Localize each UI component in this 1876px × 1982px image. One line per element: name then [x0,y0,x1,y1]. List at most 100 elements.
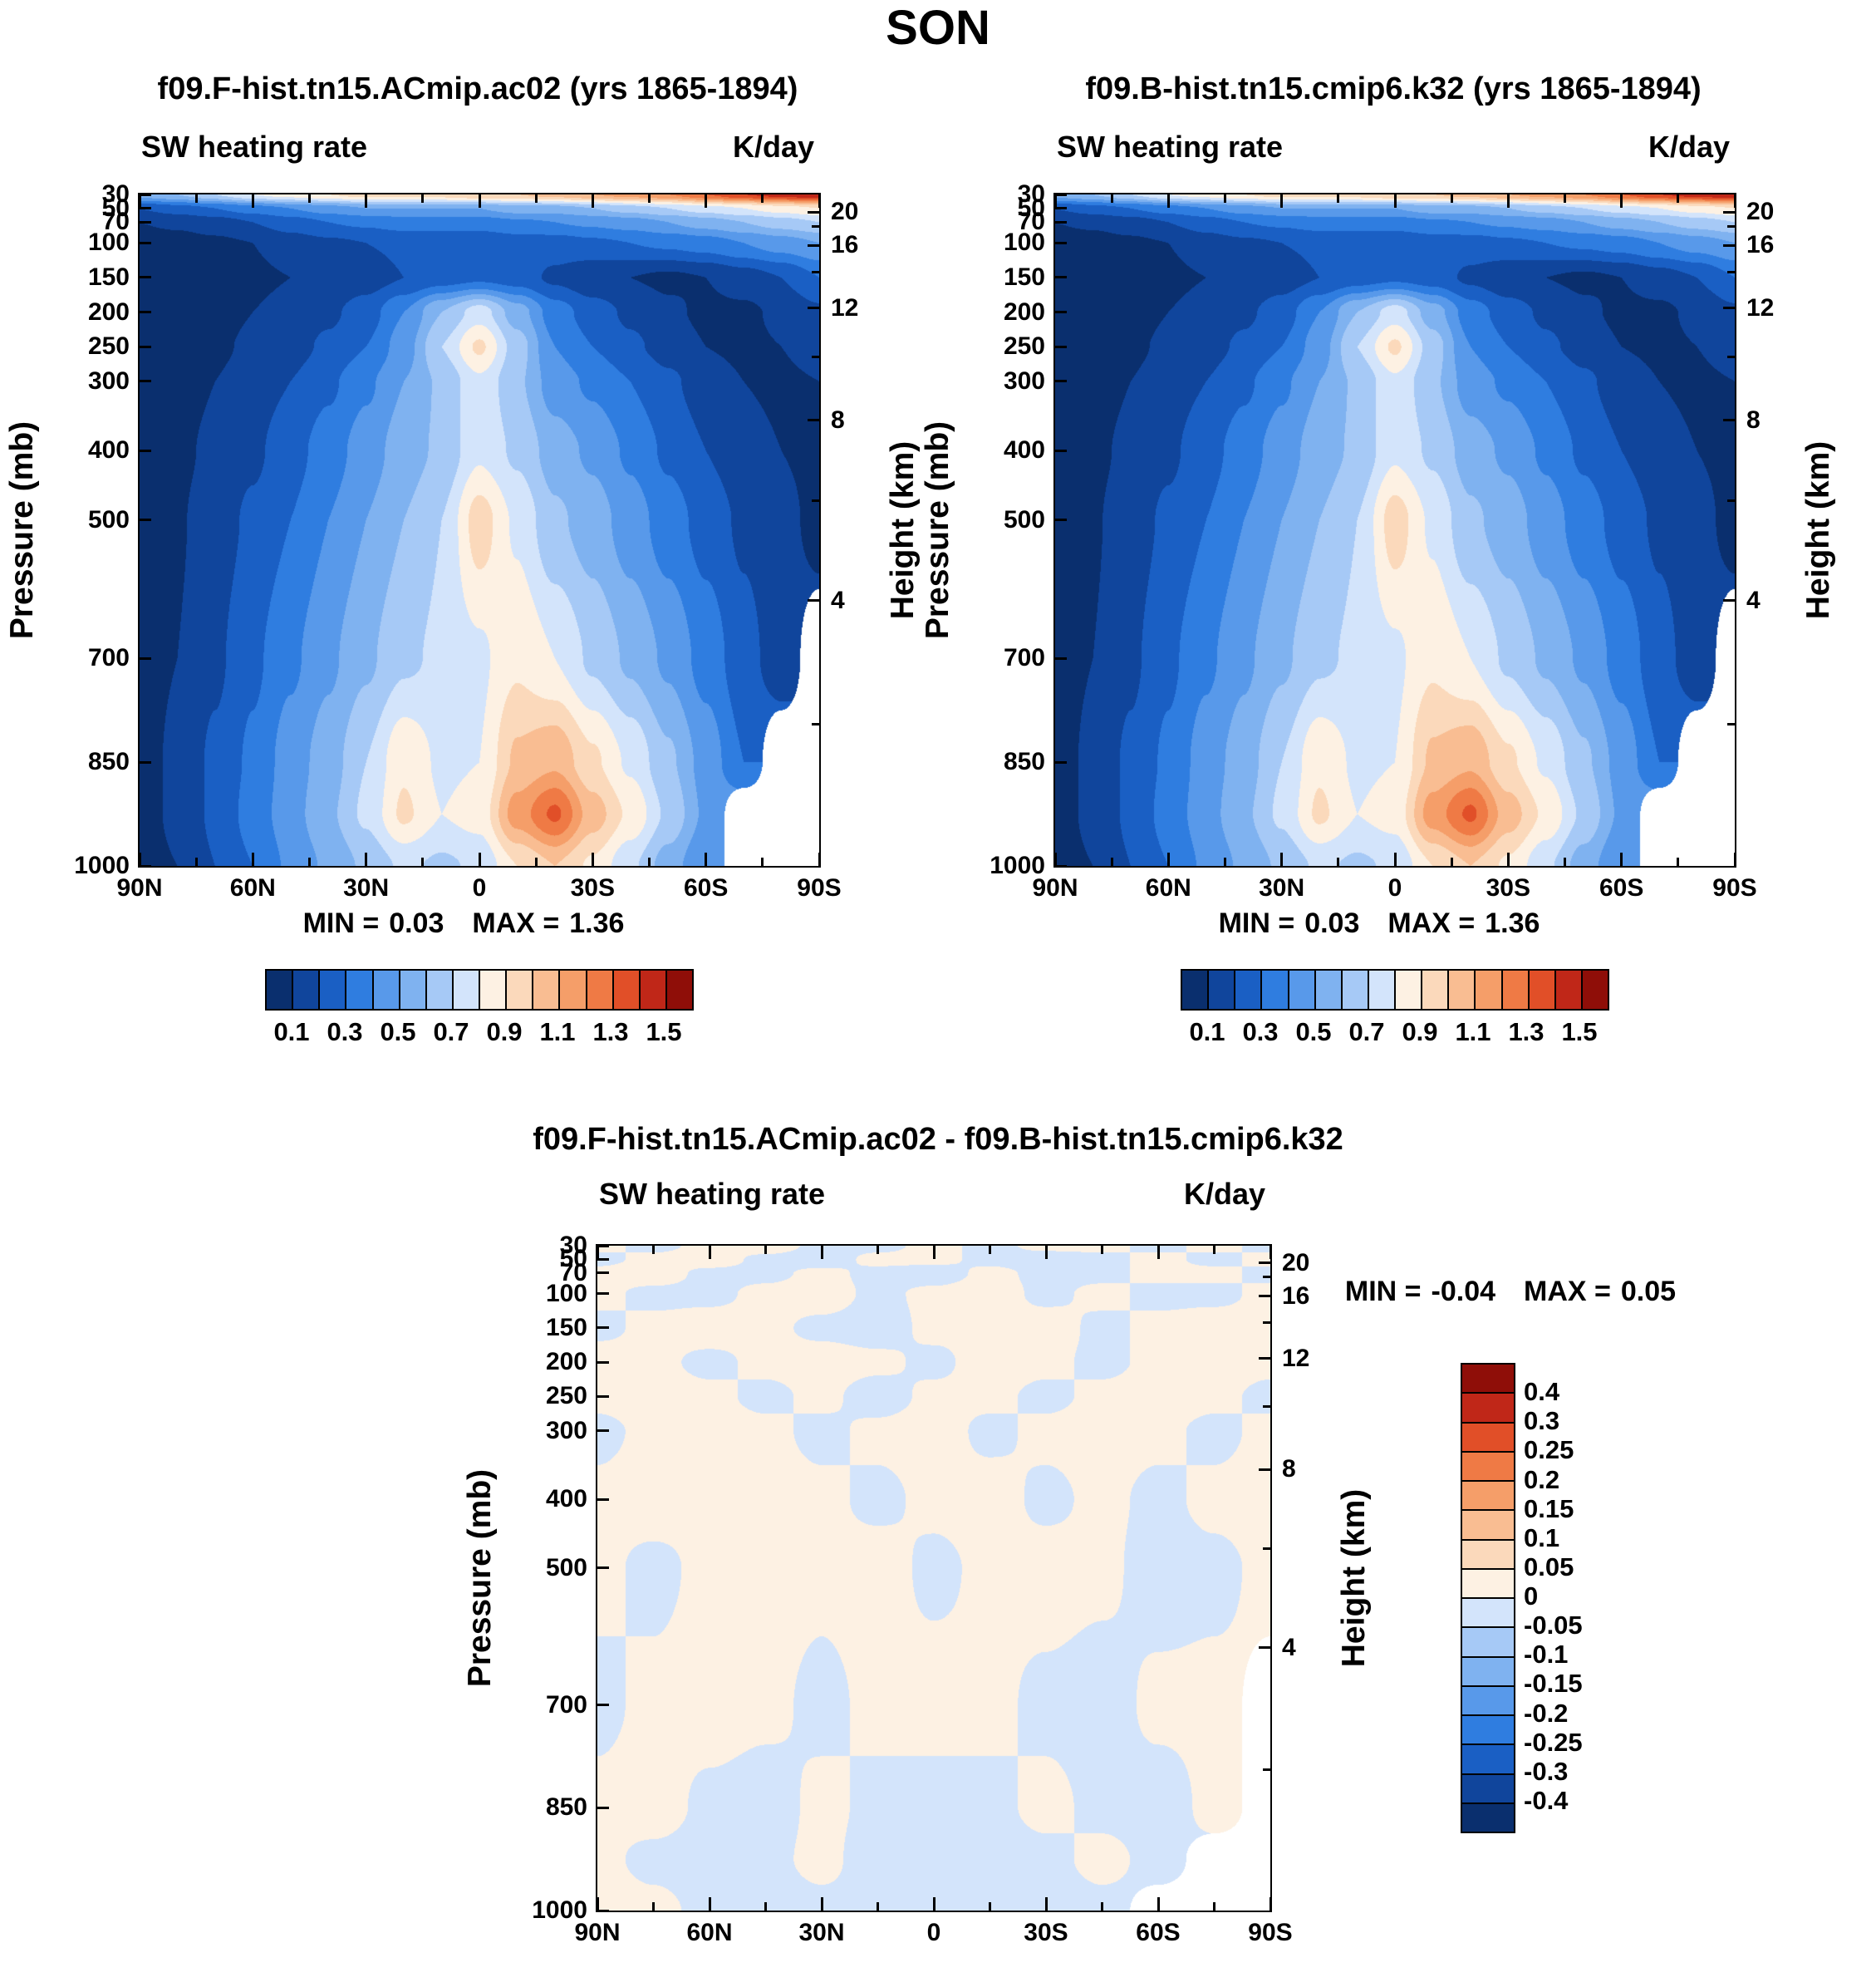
lat-major-tick-bottom [705,853,708,866]
lat-major-tick-bottom [1053,853,1057,866]
lat-tick-label: 90S [1248,1919,1293,1946]
colorbar-tick-label: 0.05 [1524,1552,1574,1581]
pressure-axis-label-right: Pressure (mb) [920,420,955,640]
colorbar-cell [1462,1540,1514,1570]
height-minor-tick [1263,1547,1270,1551]
height-minor-tick [812,270,819,273]
colorbar-tick-label: -0.1 [1524,1640,1569,1670]
units-label-left: K/day [732,130,814,164]
colorbar-cell [560,971,587,1009]
max-value-right: 1.36 [1485,907,1540,939]
height-tick-label: 4 [831,586,845,614]
lat-tick-label: 0 [926,1919,941,1946]
height-minor-tick [1263,1768,1270,1772]
lat-major-tick-top [591,194,594,208]
colorbar-cell [1502,971,1530,1009]
pressure-tick [140,276,151,279]
lat-minor-tick-bottom [877,1902,879,1911]
colorbar-cell [1462,1716,1514,1746]
colorbar-tick-label: 1.5 [646,1017,682,1046]
colorbar-cell [1462,1628,1514,1658]
lat-tick-label: 60N [229,874,276,902]
colorbar-tick-label: 0.5 [380,1017,416,1046]
lat-tick-label: 60S [1136,1919,1181,1946]
height-minor-tick [1727,224,1735,228]
colorbar-tick-label: 0.9 [486,1017,523,1046]
height-tick [1259,1468,1270,1471]
height-tick-label: 4 [1746,586,1761,614]
pressure-tick [1055,276,1067,279]
colorbar-tick-label: 1.5 [1561,1017,1598,1046]
pressure-tick [140,760,151,764]
colorbar-cell [1462,1365,1514,1394]
contour-canvas-left [140,194,819,866]
lat-minor-tick-bottom [648,858,651,866]
pressure-tick [140,380,151,383]
colorbar-cell [613,971,641,1009]
lat-major-tick-bottom [1620,853,1623,866]
lat-tick-label: 60N [686,1919,733,1946]
pressure-tick-label: 300 [87,366,130,395]
lat-tick-label: 0 [1387,874,1402,902]
colorbar-cell [1396,971,1423,1009]
pressure-tick [597,1429,609,1433]
pressure-tick-label: 150 [87,263,130,291]
colorbar-tick-label: -0.2 [1524,1698,1569,1728]
lat-major-tick-bottom [251,853,254,866]
pressure-tick-label: 70 [101,208,130,236]
pressure-tick [1055,449,1067,452]
colorbar-right [1181,969,1609,1011]
lat-major-tick-bottom [1506,853,1510,866]
units-label-diff: K/day [1183,1177,1265,1211]
colorbar-cell [1449,971,1476,1009]
pressure-tick [1055,519,1067,521]
pressure-tick-label: 50 [1017,194,1045,222]
colorbar-tick-label: 0.3 [1242,1017,1279,1046]
lat-tick-label: 90N [574,1919,621,1946]
lat-minor-tick-top [1101,1246,1103,1254]
lat-minor-tick-top [764,1246,767,1254]
colorbar-tick-label: 1.1 [539,1017,576,1046]
pressure-tick-label: 30 [1017,180,1045,208]
minmax-diff: MIN = -0.04 MAX = 0.05 [1296,1276,1753,1308]
height-tick-label: 12 [1746,293,1775,322]
height-tick [1259,1261,1270,1265]
height-tick [808,419,819,422]
lat-minor-tick-bottom [1213,1902,1215,1911]
pressure-tick-label: 100 [545,1279,587,1307]
lat-major-tick-bottom [478,853,481,866]
colorbar-tick-label: 0.7 [1348,1017,1385,1046]
lat-minor-tick-top [652,1246,655,1254]
lat-tick-label: 90S [1712,874,1757,902]
pressure-tick [597,1806,609,1809]
lat-tick-label: 0 [472,874,487,902]
pressure-tick [597,1292,609,1296]
colorbar-cell [1462,1657,1514,1687]
pressure-tick [140,449,151,452]
colorbar-tick-label: -0.25 [1524,1727,1583,1757]
lat-tick-label: 30N [343,874,390,902]
pressure-tick-label: 300 [1003,366,1045,395]
lat-major-tick-top [1280,194,1284,208]
pressure-tick-label: 700 [545,1690,587,1719]
height-tick-label: 20 [1282,1248,1310,1276]
colorbar-left [265,969,694,1011]
pressure-tick-label: 500 [1003,505,1045,534]
height-tick-label: 16 [1746,231,1775,259]
pressure-tick-label: 200 [1003,298,1045,326]
height-minor-tick [1727,722,1735,725]
lat-minor-tick-bottom [1677,858,1680,866]
max-value-diff: 0.05 [1620,1276,1677,1307]
colorbar-cell [1209,971,1236,1009]
pressure-tick [140,241,151,244]
lat-tick-label: 30S [1024,1919,1068,1946]
colorbar-cell [666,971,692,1009]
colorbar-cell [587,971,614,1009]
lat-major-tick-bottom [1280,853,1284,866]
colorbar-cell [507,971,534,1009]
pressure-tick [597,1271,609,1275]
colorbar-cell [1462,1452,1514,1482]
height-minor-tick [812,224,819,228]
lat-major-tick-top [1157,1246,1160,1259]
height-tick [808,210,819,214]
